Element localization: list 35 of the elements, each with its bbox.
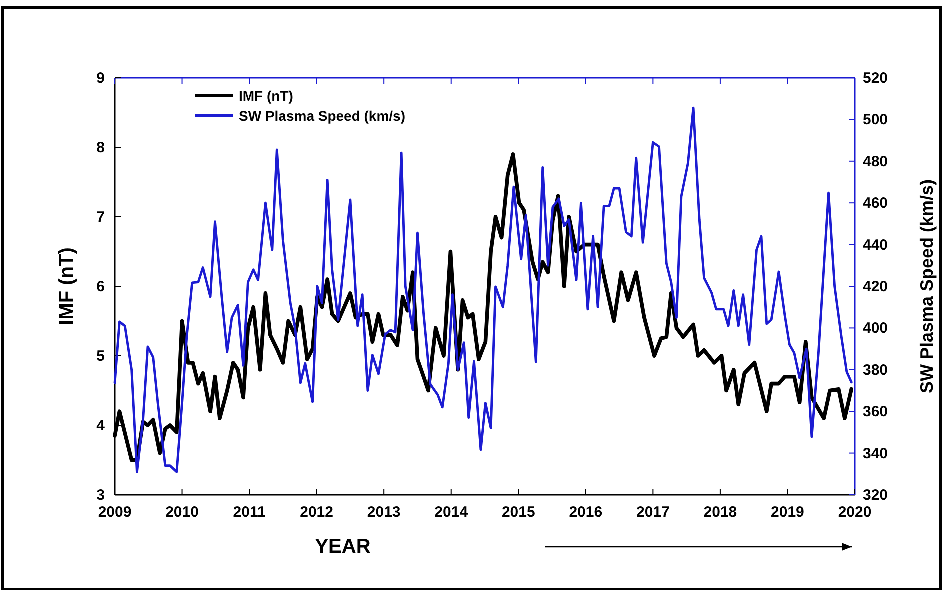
y2-tick-label: 480 (863, 153, 888, 170)
y2-tick-label: 420 (863, 278, 888, 296)
x-tick-label: 2017 (636, 504, 670, 521)
x-tick-label: 2009 (98, 504, 132, 521)
x-tick-label: 2019 (771, 504, 804, 521)
y-tick-label: 8 (96, 140, 105, 156)
x-tick-label: 2010 (166, 504, 199, 521)
y-tick-label: 9 (96, 70, 105, 87)
y2-tick-label: 320 (863, 487, 888, 504)
x-tick-label: 2020 (838, 504, 872, 521)
x-tick-label: 2013 (367, 504, 401, 521)
y2-tick-label: 360 (863, 404, 888, 421)
y2-axis-title: SW Plasma Speed (km/s) (917, 179, 937, 394)
y2-tick-label: 400 (863, 320, 888, 338)
legend-label: IMF (nT) (239, 88, 294, 104)
x-axis-title: YEAR (315, 536, 372, 558)
y2-tick-label: 340 (863, 445, 888, 462)
y2-tick-label: 460 (863, 195, 888, 212)
x-tick-label: 2018 (704, 504, 738, 521)
y2-tick-label: 500 (863, 112, 888, 129)
y-axis-title: IMF (nT) (56, 248, 78, 326)
x-tick-label: 2016 (569, 504, 603, 521)
x-tick-label: 2014 (434, 504, 469, 521)
y-tick-label: 7 (96, 209, 105, 226)
x-tick-label: 2012 (300, 504, 334, 521)
y-tick-label: 4 (96, 418, 106, 434)
legend-label: SW Plasma Speed (km/s) (239, 108, 406, 124)
y2-tick-label: 440 (863, 236, 888, 254)
y2-tick-label: 520 (863, 70, 888, 87)
x-tick-label: 2011 (233, 504, 266, 521)
y-tick-label: 6 (96, 278, 105, 296)
x-tick-label: 2015 (502, 504, 536, 521)
y-tick-label: 5 (96, 348, 105, 365)
y2-tick-label: 380 (863, 362, 888, 379)
y-tick-label: 3 (96, 487, 105, 504)
